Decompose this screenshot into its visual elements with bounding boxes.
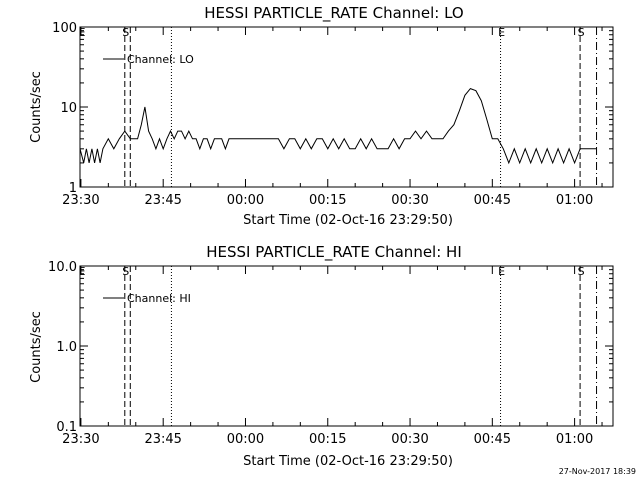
event-marker-label: S (122, 26, 129, 39)
plot-frame (79, 26, 614, 188)
x-axis-title: Start Time (02-Oct-16 23:29:50) (243, 454, 453, 469)
y-tick-label: 100 (52, 21, 77, 36)
x-tick-label: 00:00 (227, 432, 264, 447)
event-marker-label: E (78, 26, 85, 39)
event-marker-label: E (498, 26, 505, 39)
x-tick-label: 00:15 (309, 432, 346, 447)
plot-frame (79, 265, 614, 427)
y-tick-label: 10.0 (48, 260, 77, 275)
x-tick-label: 00:15 (309, 193, 346, 208)
event-marker-label: S (122, 265, 129, 278)
x-tick-label: 00:00 (227, 193, 264, 208)
x-tick-label: 23:45 (144, 193, 181, 208)
event-marker-label: E (78, 265, 85, 278)
x-tick-label: 00:45 (474, 193, 511, 208)
legend-label: Channel: HI (127, 292, 191, 305)
panel-title: HESSI PARTICLE_RATE Channel: LO (204, 4, 463, 23)
x-tick-label: 00:30 (391, 432, 428, 447)
event-marker-label: S (578, 265, 585, 278)
panel-lo: HESSI PARTICLE_RATE Channel: LO Start Ti… (29, 4, 614, 228)
event-marker-label: S (578, 26, 585, 39)
series-line (79, 88, 597, 165)
x-tick-label: 00:45 (474, 432, 511, 447)
panel-hi: HESSI PARTICLE_RATE Channel: HI Start Ti… (29, 243, 614, 469)
y-axis-title: Counts/sec (29, 311, 44, 383)
x-tick-label: 23:30 (62, 432, 99, 447)
panel-title: HESSI PARTICLE_RATE Channel: HI (206, 243, 462, 262)
x-tick-label: 00:30 (391, 193, 428, 208)
x-tick-label: 01:00 (556, 193, 593, 208)
x-tick-label: 23:30 (62, 193, 99, 208)
y-tick-label: 1.0 (56, 340, 77, 355)
x-tick-label: 23:45 (144, 432, 181, 447)
legend-label: Channel: LO (127, 53, 194, 66)
y-tick-label: 0.1 (56, 420, 77, 435)
x-tick-label: 01:00 (556, 432, 593, 447)
y-axis-title: Counts/sec (29, 71, 44, 143)
y-tick-label: 1 (69, 181, 77, 196)
event-marker-label: E (498, 265, 505, 278)
plot-timestamp: 27-Nov-2017 18:39 (559, 467, 636, 476)
y-tick-label: 10 (60, 101, 77, 116)
x-axis-title: Start Time (02-Oct-16 23:29:50) (243, 213, 453, 228)
